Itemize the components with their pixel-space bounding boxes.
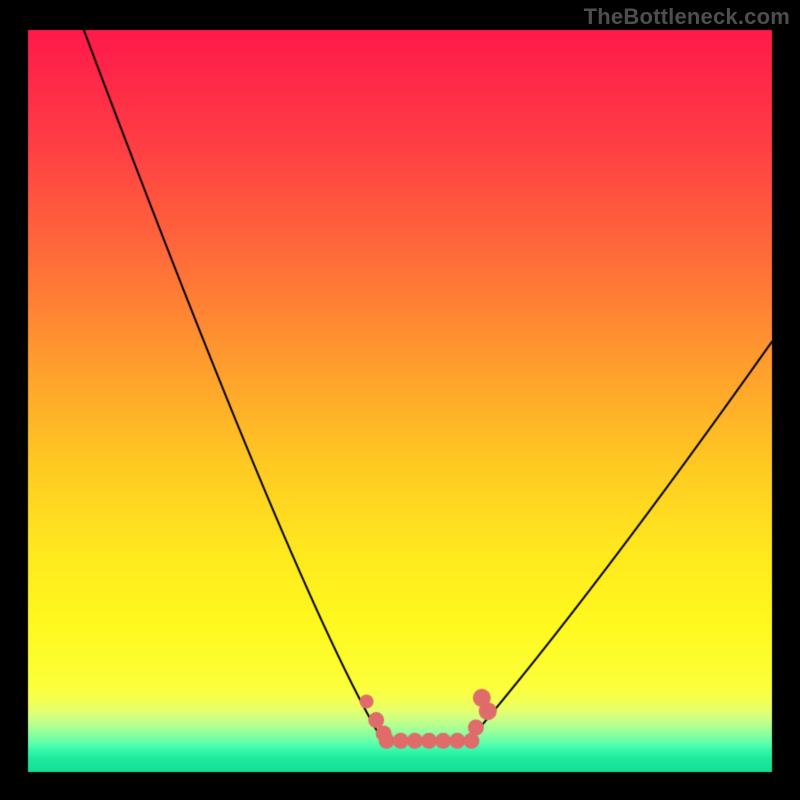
bottleneck-curve-chart [0, 0, 800, 800]
chart-stage: TheBottleneck.com [0, 0, 800, 800]
